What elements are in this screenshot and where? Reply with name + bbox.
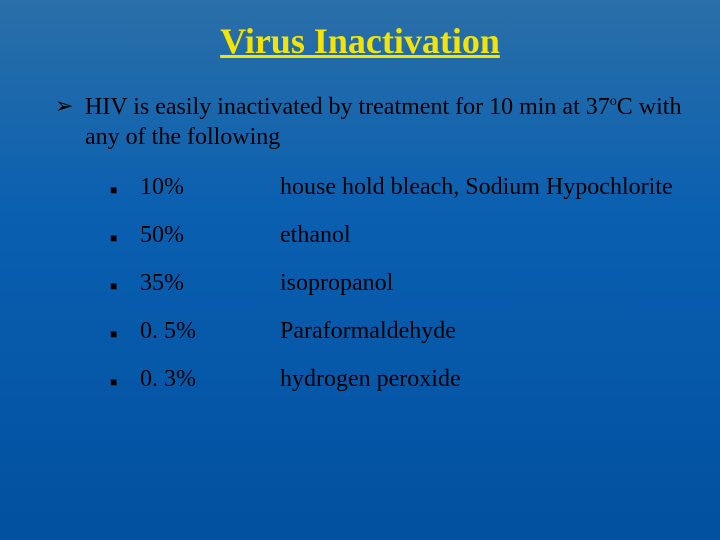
item-percent: 10%	[140, 174, 280, 201]
list-item: ■ 50% ethanol	[110, 222, 685, 250]
item-desc: ethanol	[280, 222, 685, 249]
main-bullet-row: ➢ HIV is easily inactivated by treatment…	[55, 92, 685, 152]
list-item: ■ 0. 5% Paraformaldehyde	[110, 318, 685, 346]
slide: Virus Inactivation ➢ HIV is easily inact…	[0, 0, 720, 540]
item-desc: hydrogen peroxide	[280, 366, 685, 393]
content-area: ➢ HIV is easily inactivated by treatment…	[0, 62, 720, 394]
item-desc: house hold bleach, Sodium Hypochlorite	[280, 174, 685, 201]
square-bullet-icon: ■	[110, 322, 140, 346]
square-bullet-icon: ■	[110, 274, 140, 298]
square-bullet-icon: ■	[110, 226, 140, 250]
list-item: ■ 0. 3% hydrogen peroxide	[110, 366, 685, 394]
main-text-degree: o	[610, 94, 617, 109]
arrow-bullet-icon: ➢	[55, 92, 85, 120]
item-percent: 35%	[140, 270, 280, 297]
square-bullet-icon: ■	[110, 178, 140, 202]
item-desc: Paraformaldehyde	[280, 318, 685, 345]
item-percent: 0. 3%	[140, 366, 280, 393]
main-text-pre: HIV is easily inactivated by treatment f…	[85, 94, 610, 120]
square-bullet-icon: ■	[110, 370, 140, 394]
item-percent: 0. 5%	[140, 318, 280, 345]
item-percent: 50%	[140, 222, 280, 249]
list-item: ■ 10% house hold bleach, Sodium Hypochlo…	[110, 174, 685, 202]
sub-list: ■ 10% house hold bleach, Sodium Hypochlo…	[55, 174, 685, 394]
main-bullet-text: HIV is easily inactivated by treatment f…	[85, 92, 685, 152]
slide-title: Virus Inactivation	[0, 0, 720, 62]
item-desc: isopropanol	[280, 270, 685, 297]
list-item: ■ 35% isopropanol	[110, 270, 685, 298]
